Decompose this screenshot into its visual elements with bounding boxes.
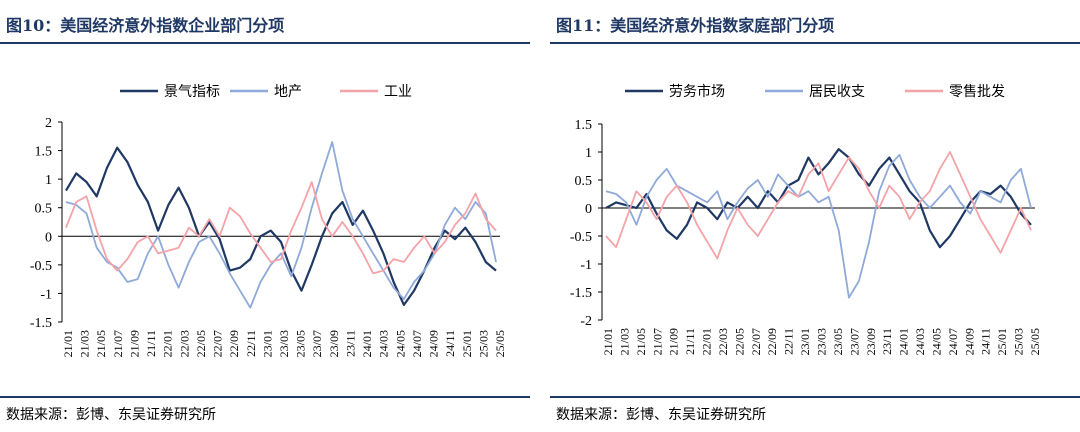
y-tick-label: -2	[580, 314, 592, 329]
y-tick-label: -1	[40, 287, 52, 302]
x-tick-label: 24/07	[410, 330, 424, 357]
legend-item: 地产	[230, 84, 302, 100]
x-tick-label: 21/05	[634, 328, 648, 355]
series-line	[605, 153, 1032, 299]
x-tick-label: 21/09	[127, 330, 141, 357]
x-tick-label: 23/05	[294, 330, 308, 357]
y-tick-label: 1	[45, 173, 52, 188]
x-tick-label: 25/03	[1012, 328, 1026, 355]
x-tick-label: 23/07	[847, 328, 861, 355]
x-tick-label: 23/07	[310, 330, 324, 357]
legend-item: 景气指标	[120, 84, 220, 100]
figure-10-panel: 图10：美国经济意外指数企业部门分项 景气指标 地产 工业 2 1.5 1 0.5 0 -0.5…	[0, 0, 530, 432]
y-tick-label: 0.5	[35, 202, 53, 217]
series-line	[65, 181, 497, 275]
x-tick-label: 21/07	[111, 330, 125, 357]
x-tick-label: 24/09	[427, 330, 441, 357]
x-tick-label: 24/03	[913, 328, 927, 355]
source-rule	[0, 396, 530, 398]
legend-item: 零售批发	[905, 84, 1005, 100]
x-tick-label: 22/11	[244, 330, 258, 357]
x-tick-label: 21/07	[650, 328, 664, 355]
x-tick-label: 21/09	[667, 328, 681, 355]
x-tick-label: 24/11	[443, 330, 457, 357]
x-tick-label: 25/05	[493, 330, 507, 357]
x-tick-label: 21/03	[78, 330, 92, 357]
x-tick-label: 23/09	[327, 330, 341, 357]
x-tick-label: 22/05	[732, 328, 746, 355]
x-tick-label: 25/05	[1028, 328, 1042, 355]
x-tick-label: 24/07	[946, 328, 960, 355]
x-tick-label: 24/03	[377, 330, 391, 357]
y-tick-label: -1	[580, 258, 592, 273]
x-tick-label: 22/05	[194, 330, 208, 357]
source-note: 数据来源：彭博、东吴证券研究所	[556, 407, 766, 423]
x-tick-label: 21/11	[144, 330, 158, 357]
y-tick-label: 0	[45, 230, 52, 245]
figure-title: 图11：美国经济意外指数家庭部门分项	[556, 16, 835, 35]
x-tick-label: 22/09	[227, 330, 241, 357]
x-tick-label: 21/01	[61, 330, 75, 357]
x-tick-label: 22/07	[211, 330, 225, 357]
source-rule	[550, 396, 1080, 398]
legend-label: 地产	[274, 84, 302, 100]
x-tick-label: 23/05	[831, 328, 845, 355]
x-tick-label: 22/03	[177, 330, 191, 357]
x-tick-label: 25/01	[460, 330, 474, 357]
x-tick-label: 23/11	[880, 328, 894, 355]
x-tick-label: 24/09	[962, 328, 976, 355]
x-tick-label: 22/01	[161, 330, 175, 357]
x-tick-label: 24/05	[393, 330, 407, 357]
x-tick-label: 24/01	[360, 330, 374, 357]
x-tick-label: 22/01	[700, 328, 714, 355]
y-tick-label: 0	[585, 202, 592, 217]
y-tick-label: -0.5	[30, 259, 52, 274]
y-tick-label: -1.5	[30, 316, 52, 331]
legend-item: 劳务市场	[625, 83, 725, 100]
source-note: 数据来源：彭博、东吴证券研究所	[6, 407, 216, 423]
x-tick-label: 23/01	[260, 330, 274, 357]
series-line	[65, 141, 497, 309]
legend-label: 景气指标	[164, 84, 220, 100]
y-tick-label: 2	[45, 116, 52, 131]
y-tick-label: -0.5	[570, 230, 592, 245]
legend-label: 居民收支	[809, 84, 865, 100]
figure-title: 图10：美国经济意外指数企业部门分项	[6, 16, 285, 35]
y-tick-label: -1.5	[570, 286, 592, 301]
legend-label: 劳务市场	[669, 83, 725, 100]
x-tick-label: 22/11	[782, 328, 796, 355]
x-tick-label: 21/11	[683, 328, 697, 355]
legend-item: 居民收支	[765, 84, 865, 100]
y-tick-label: 0.5	[575, 174, 593, 189]
x-tick-label: 24/01	[897, 328, 911, 355]
series-line	[605, 151, 1032, 260]
y-tick-label: 1.5	[575, 118, 593, 133]
x-tick-label: 21/05	[94, 330, 108, 357]
series-line	[605, 148, 1032, 249]
x-tick-label: 25/01	[995, 328, 1009, 355]
title-rule	[0, 42, 530, 44]
legend-label: 零售批发	[949, 84, 1005, 100]
x-tick-label: 23/01	[798, 328, 812, 355]
y-tick-label: 1.5	[35, 145, 53, 160]
x-tick-label: 22/09	[765, 328, 779, 355]
x-tick-label: 23/09	[864, 328, 878, 355]
x-tick-label: 24/05	[929, 328, 943, 355]
legend-label: 工业	[384, 84, 412, 100]
x-tick-label: 23/03	[277, 330, 291, 357]
x-tick-label: 22/07	[749, 328, 763, 355]
figure-11-panel: 图11：美国经济意外指数家庭部门分项 劳务市场 居民收支 零售批发 1.5 1 0.5 0 -…	[550, 0, 1080, 432]
y-tick-label: 1	[585, 146, 592, 161]
x-tick-label: 22/03	[716, 328, 730, 355]
x-tick-label: 21/03	[617, 328, 631, 355]
x-tick-label: 21/01	[601, 328, 615, 355]
legend-item: 工业	[340, 84, 412, 100]
x-tick-label: 25/03	[476, 330, 490, 357]
x-tick-label: 23/03	[815, 328, 829, 355]
x-tick-label: 23/11	[343, 330, 357, 357]
x-tick-label: 24/11	[979, 328, 993, 355]
title-rule	[550, 42, 1080, 44]
